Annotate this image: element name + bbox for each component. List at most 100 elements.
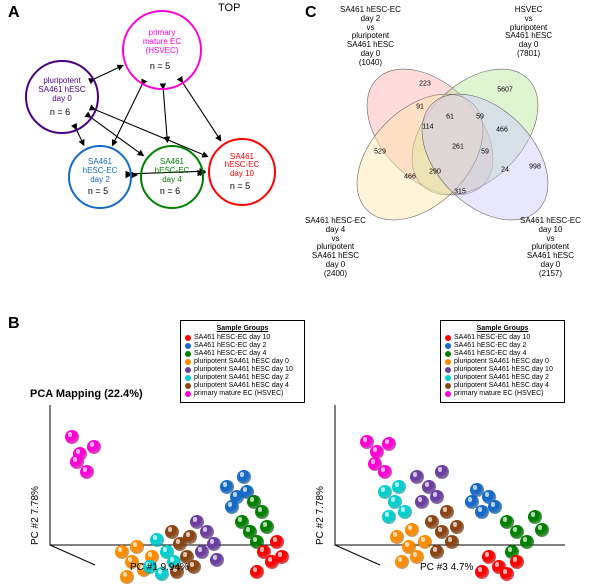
pca-point [225, 500, 239, 514]
legend-swatch [445, 335, 451, 341]
legend-swatch [445, 351, 451, 357]
axis-left-x: PC #1 9.94% [130, 562, 189, 573]
pca-point [250, 565, 264, 579]
venn-n: 290 [429, 169, 441, 176]
legend-label: SA461 hESC-EC day 2 [194, 342, 266, 349]
legend-row: pluripotent SA461 hESC day 2 [185, 374, 300, 381]
pca-point [70, 455, 84, 469]
pca-point [405, 523, 419, 537]
venn-n: 91 [416, 104, 424, 111]
legend-swatch [445, 343, 451, 349]
legend-row: pluripotent SA461 hESC day 2 [445, 374, 560, 381]
legend-label: pluripotent SA461 hESC day 0 [194, 358, 289, 365]
pca-point [535, 523, 549, 537]
legend-title: Sample Groups [445, 325, 560, 332]
legend-label: SA461 hESC-EC day 2 [454, 342, 526, 349]
node-label: SA461 hESC-EC day 2 [83, 158, 118, 184]
node-count: n = 5 [145, 61, 175, 71]
node-d2: SA461 hESC-EC day 2 [68, 145, 132, 209]
pca-point [398, 505, 412, 519]
network-diagram: primary mature EC (HSVEC) n = 5 pluripoten… [10, 20, 295, 230]
legend-row: pluripotent SA461 hESC day 4 [185, 382, 300, 389]
legend-label: SA461 hESC-EC day 10 [194, 334, 270, 341]
pca-point [87, 440, 101, 454]
legend-title: Sample Groups [185, 325, 300, 332]
pca-point [475, 565, 489, 579]
node-label: pluripotent SA461 hESC day 0 [38, 77, 85, 103]
legend-label: SA461 hESC-EC day 4 [194, 350, 266, 357]
pca-point [510, 555, 524, 569]
legend-label: pluripotent SA461 hESC day 10 [454, 366, 553, 373]
pca-point [207, 537, 221, 551]
legend-label: pluripotent SA461 hESC day 2 [454, 374, 549, 381]
pca-point [445, 535, 459, 549]
pca-point [395, 555, 409, 569]
pca-point [500, 567, 514, 581]
legend-row: SA461 hESC-EC day 2 [445, 342, 560, 349]
legend-swatch [185, 335, 191, 341]
pca-plot-right [310, 395, 580, 570]
top-label: TOP [218, 2, 240, 14]
pca-point [237, 470, 251, 484]
legend-row: SA461 hESC-EC day 2 [185, 342, 300, 349]
pca-point [247, 495, 261, 509]
pca-point [488, 500, 502, 514]
legend-label: pluripotent SA461 hESC day 10 [194, 366, 293, 373]
legend-swatch [445, 367, 451, 373]
pca-point [392, 480, 406, 494]
legend-row: SA461 hESC-EC day 10 [445, 334, 560, 341]
pca-point [528, 510, 542, 524]
venn-n: 466 [404, 174, 416, 181]
node-d4: SA461 hESC-EC day 4 [140, 145, 204, 209]
venn-n: 5607 [497, 87, 513, 94]
pca-point [382, 437, 396, 451]
pca-point [418, 535, 432, 549]
node-count: n = 5 [225, 181, 255, 191]
pca-point [183, 530, 197, 544]
legend-row: pluripotent SA461 hESC day 10 [445, 366, 560, 373]
axis-right-x: PC #3 4.7% [420, 562, 473, 573]
pca-point [415, 495, 429, 509]
legend-right: Sample GroupsSA461 hESC-EC day 10SA461 h… [440, 320, 565, 403]
pca-point [475, 505, 489, 519]
node-label: SA461 hESC-EC day 10 [225, 152, 260, 178]
venn-label-br: SA461 hESC-EC day 10 vs pluripotent SA46… [520, 217, 581, 279]
venn-n: 315 [454, 189, 466, 196]
pca-plot-left [25, 395, 295, 570]
legend-label: pluripotent SA461 hESC day 2 [194, 374, 289, 381]
venn-n: 529 [374, 149, 386, 156]
venn-label-tl: SA461 hESC-EC day 2 vs pluripotent SA461… [340, 6, 401, 68]
pca-point [378, 465, 392, 479]
venn-n: 998 [529, 164, 541, 171]
pca-point [270, 535, 284, 549]
legend-swatch [185, 375, 191, 381]
pca-point [470, 483, 484, 497]
legend-label: SA461 hESC-EC day 4 [454, 350, 526, 357]
legend-swatch [185, 359, 191, 365]
pca-point [430, 545, 444, 559]
pca-point [130, 540, 144, 554]
pca-point [382, 510, 396, 524]
legend-row: SA461 hESC-EC day 10 [185, 334, 300, 341]
legend-swatch [445, 375, 451, 381]
pca-point [435, 465, 449, 479]
legend-swatch [185, 367, 191, 373]
node-label: primary mature EC (HSVEC) [143, 29, 181, 55]
legend-swatch [445, 383, 451, 389]
pca-point [150, 533, 164, 547]
legend-left: Sample GroupsSA461 hESC-EC day 10SA461 h… [180, 320, 305, 403]
venn-n: 261 [452, 144, 464, 151]
venn-label-bl: SA461 hESC-EC day 4 vs pluripotent SA461… [305, 217, 366, 279]
node-count: n = 6 [155, 186, 185, 196]
venn-n: 24 [501, 167, 509, 174]
venn-n: 466 [496, 127, 508, 134]
legend-label: SA461 hESC-EC day 10 [454, 334, 530, 341]
legend-row: SA461 hESC-EC day 4 [185, 350, 300, 357]
legend-row: SA461 hESC-EC day 4 [445, 350, 560, 357]
legend-label: pluripotent SA461 hESC day 4 [454, 382, 549, 389]
venn-n: 114 [422, 124, 433, 131]
legend-row: pluripotent SA461 hESC day 0 [185, 358, 300, 365]
legend-swatch [445, 359, 451, 365]
legend-swatch [185, 383, 191, 389]
axis-left-y: PC #2 7.78% [30, 486, 41, 545]
